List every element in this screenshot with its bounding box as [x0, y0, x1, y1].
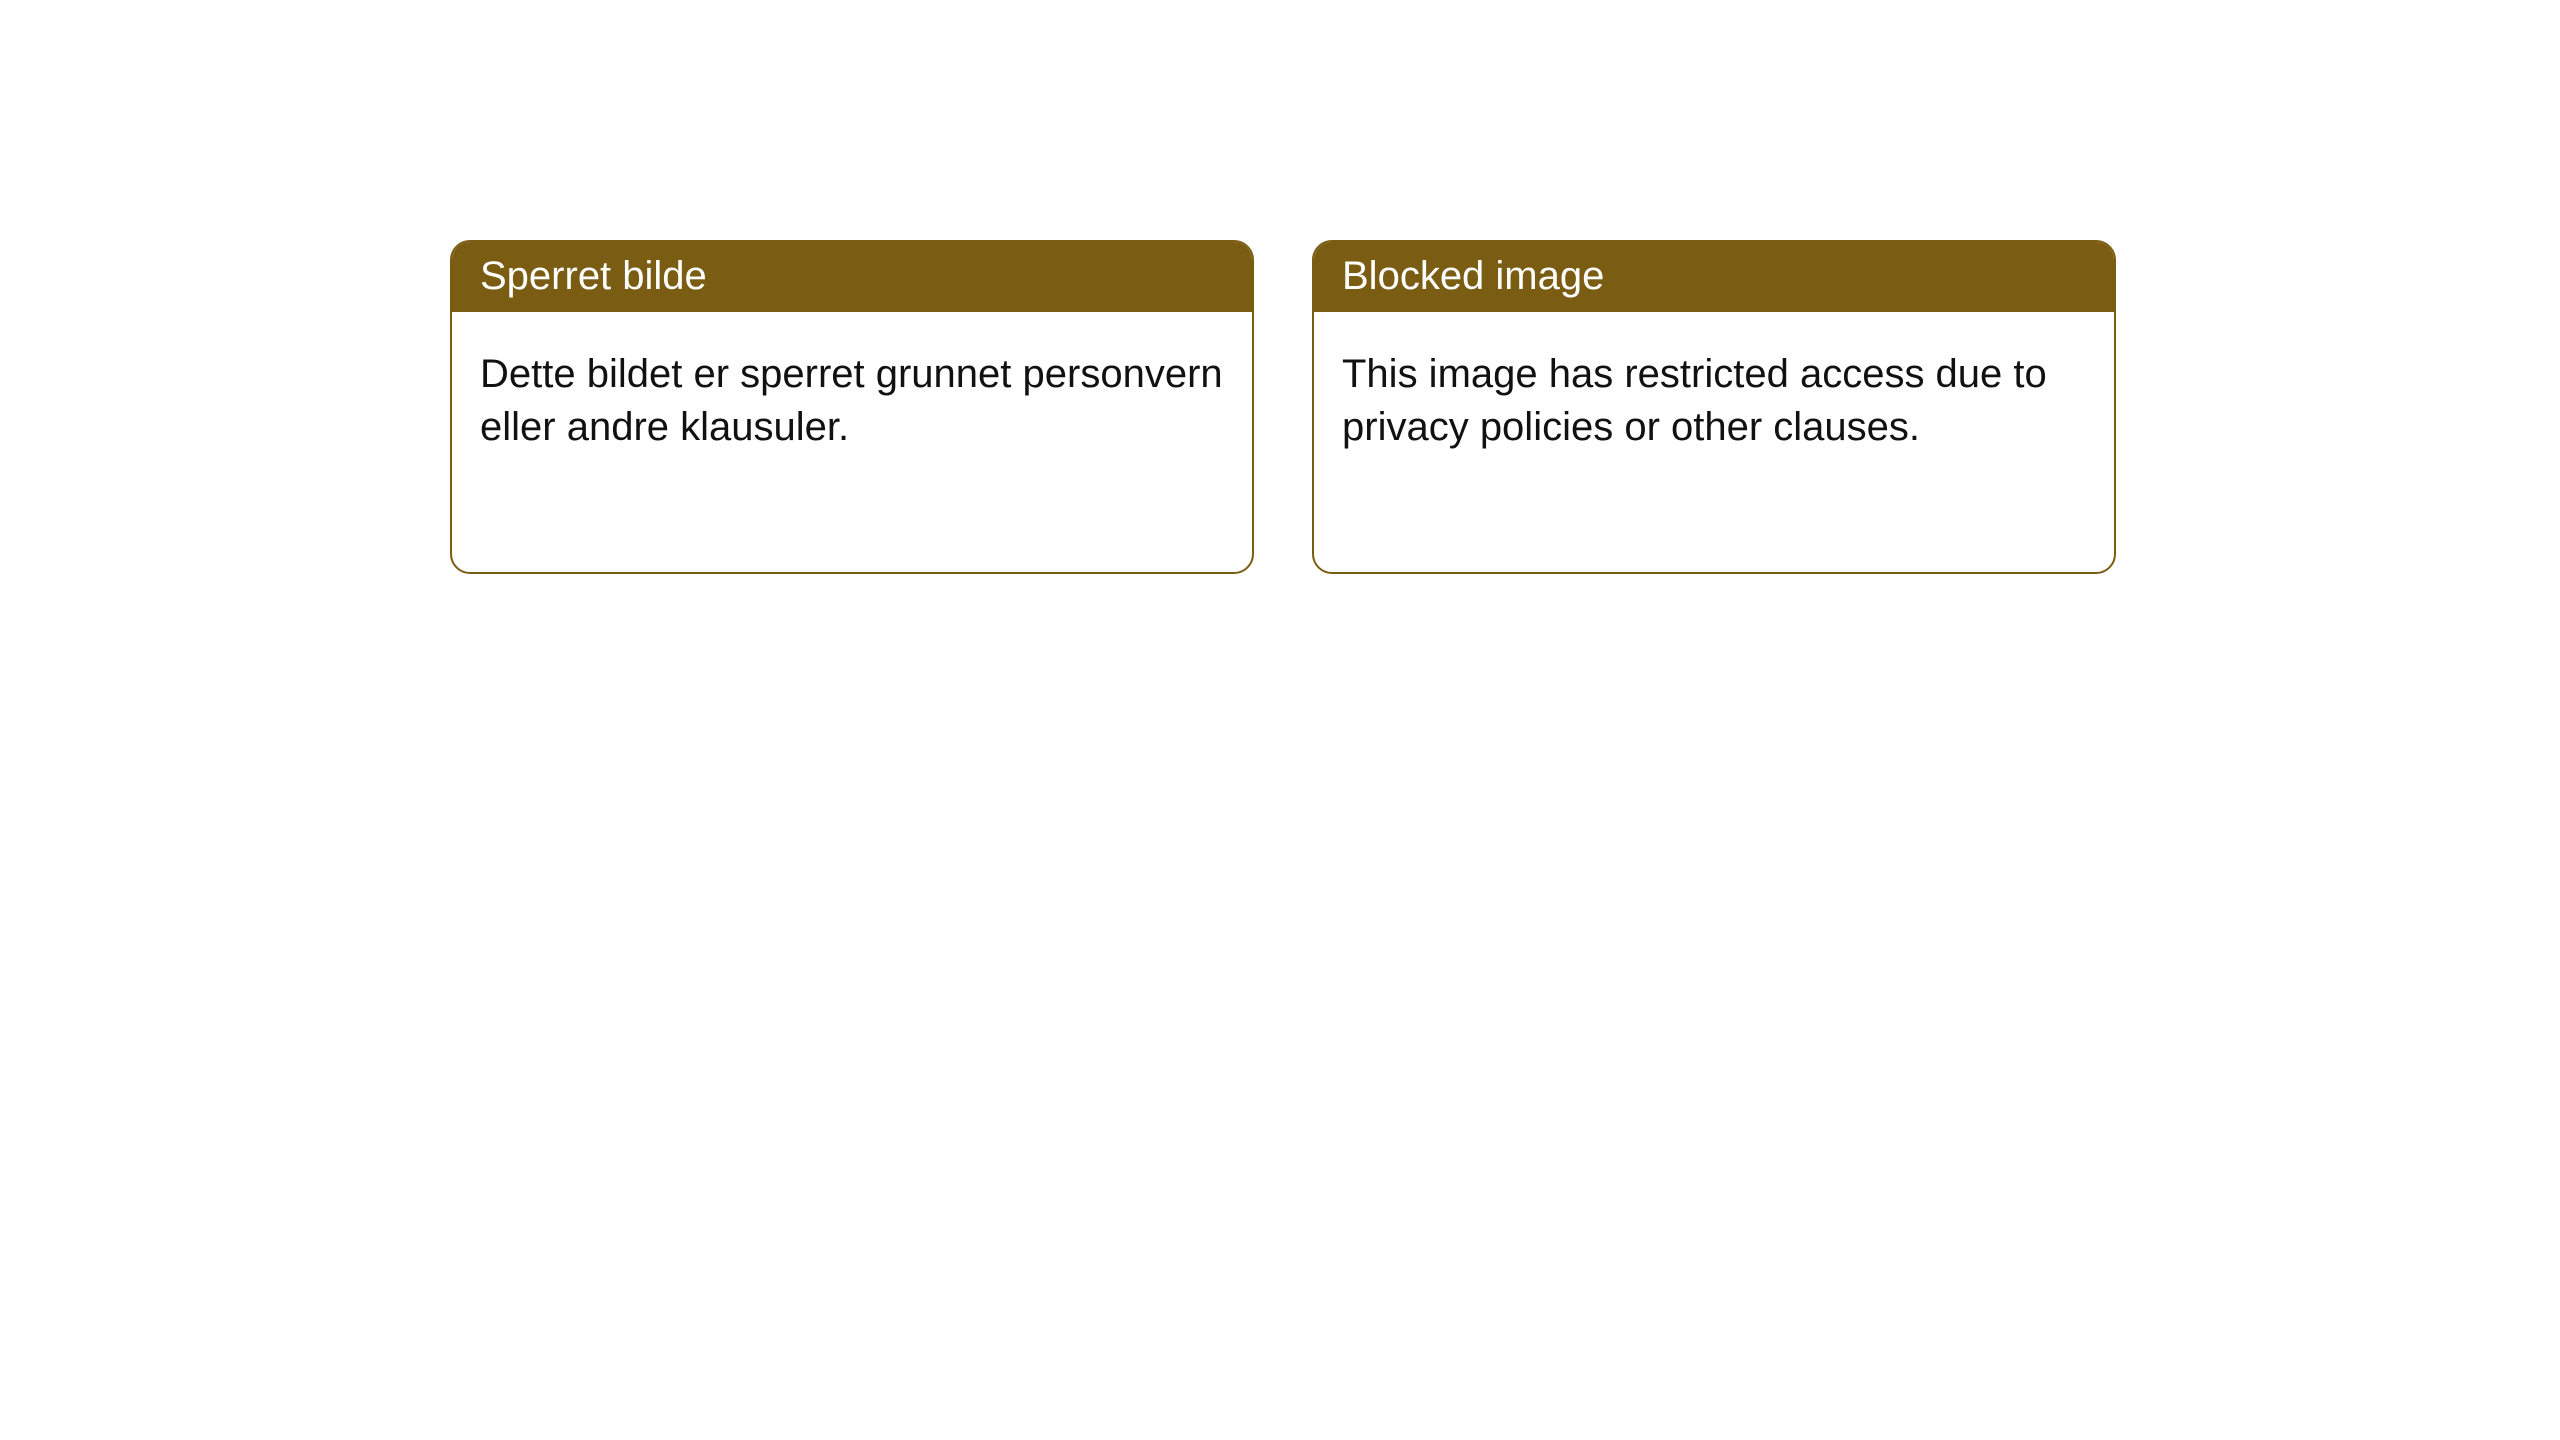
notice-body: This image has restricted access due to … — [1314, 312, 2114, 482]
notice-body: Dette bildet er sperret grunnet personve… — [452, 312, 1252, 482]
notice-card-norwegian: Sperret bilde Dette bildet er sperret gr… — [450, 240, 1254, 574]
notice-title: Sperret bilde — [452, 242, 1252, 312]
notice-card-english: Blocked image This image has restricted … — [1312, 240, 2116, 574]
notice-title: Blocked image — [1314, 242, 2114, 312]
notice-container: Sperret bilde Dette bildet er sperret gr… — [0, 0, 2560, 574]
